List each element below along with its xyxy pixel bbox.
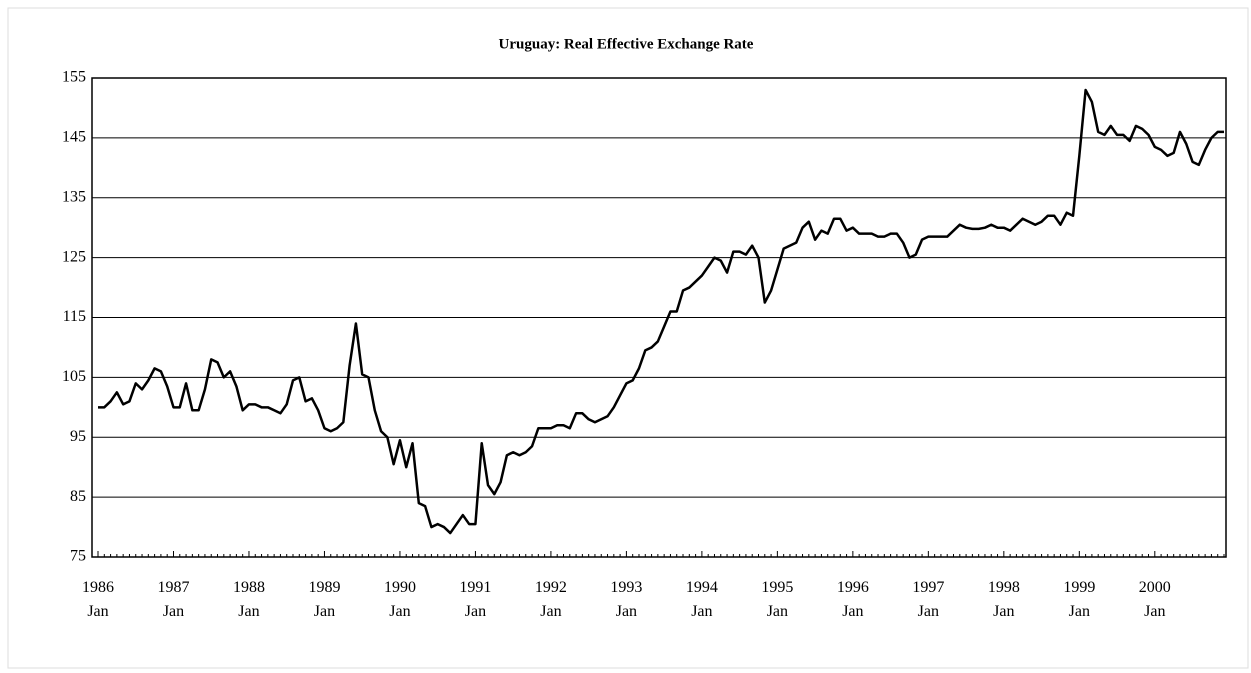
y-tick-label: 135 xyxy=(62,188,86,205)
y-tick-label: 95 xyxy=(70,428,86,445)
y-tick-label: 155 xyxy=(62,69,86,86)
y-tick-label: 85 xyxy=(70,488,86,505)
x-tick-label: 1991 Jan xyxy=(459,579,492,620)
x-tick-label: 1990 Jan xyxy=(383,579,416,620)
x-tick-label: 1994 Jan xyxy=(685,579,718,620)
x-tick-label: 1992 Jan xyxy=(534,579,567,620)
x-tick-label: 1999 Jan xyxy=(1063,579,1096,620)
y-tick-label: 145 xyxy=(62,129,86,146)
x-tick-label: 1987 Jan xyxy=(157,579,190,620)
x-tick-label: 2000 Jan xyxy=(1138,579,1171,620)
chart-title: Uruguay: Real Effective Exchange Rate xyxy=(499,36,754,52)
x-tick-label: 1986 Jan xyxy=(82,579,114,620)
y-tick-label: 105 xyxy=(62,368,86,385)
x-tick-label: 1998 Jan xyxy=(987,579,1020,620)
x-tick-label: 1993 Jan xyxy=(610,579,643,620)
x-tick-label: 1995 Jan xyxy=(761,579,794,620)
y-tick-label: 115 xyxy=(63,308,86,325)
y-tick-label: 125 xyxy=(62,248,86,265)
x-tick-label: 1996 Jan xyxy=(836,579,869,620)
x-tick-label: 1989 Jan xyxy=(308,579,341,620)
x-tick-label: 1997 Jan xyxy=(912,579,945,620)
frame xyxy=(7,7,1249,669)
x-tick-label: 1988 Jan xyxy=(232,579,265,620)
data-line xyxy=(98,88,1224,535)
y-tick-label: 75 xyxy=(70,548,86,565)
